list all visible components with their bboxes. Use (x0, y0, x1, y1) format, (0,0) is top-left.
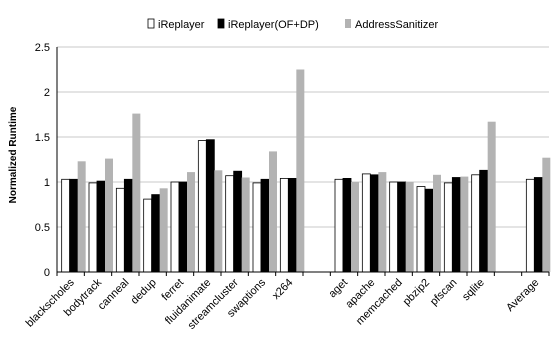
bar (542, 157, 551, 272)
bar (115, 187, 125, 273)
bar (151, 194, 161, 273)
bar (389, 181, 399, 273)
bar (105, 158, 113, 272)
legend-label: AddressSanitizer (355, 19, 438, 31)
bar (279, 177, 289, 273)
x-tick-label: x264 (270, 277, 295, 302)
y-tick-labels: 0 0.5 1 1.5 2 2.5 (35, 42, 50, 279)
legend-label: iReplayer (158, 19, 205, 31)
legend: iReplayer iReplayer(OF+DP) AddressSanitize… (147, 18, 438, 31)
bar (287, 177, 297, 273)
bar (159, 188, 168, 272)
bar (143, 198, 153, 273)
bar (178, 181, 188, 273)
bar (123, 178, 133, 273)
bar (252, 182, 262, 273)
bar (214, 170, 223, 272)
bar (451, 177, 461, 273)
y-tick-label: 0.5 (35, 222, 50, 234)
bar (88, 182, 98, 273)
bar (96, 180, 106, 273)
bar (69, 178, 79, 273)
bar (487, 121, 496, 272)
y-tick-label: 0 (44, 267, 50, 279)
x-tick-label: aget (326, 277, 350, 301)
x-tick-label: Average (504, 277, 541, 314)
y-tick-label: 1 (44, 177, 50, 189)
legend-swatch (345, 19, 351, 28)
y-axis-label: Normalized Runtime (8, 106, 19, 203)
bar (187, 172, 195, 272)
legend-swatch (217, 18, 225, 29)
axes (56, 47, 550, 276)
bar (369, 174, 379, 273)
bar (533, 177, 543, 273)
y-tick-label: 2.5 (35, 42, 50, 54)
x-tick-label: sqlite (460, 277, 487, 304)
bar (443, 182, 453, 273)
x-tick-label: canneal (96, 277, 132, 313)
bar (296, 69, 305, 272)
bar (334, 178, 344, 273)
bar (342, 177, 352, 273)
bar (197, 140, 207, 273)
bar (525, 178, 535, 273)
bar (205, 139, 215, 273)
x-tick-label: dedup (129, 277, 159, 307)
bar (378, 172, 387, 272)
y-tick-label: 1.5 (35, 132, 50, 144)
legend-label: iReplayer(OF+DP) (228, 19, 319, 31)
bar (225, 175, 235, 273)
bar (397, 181, 407, 273)
x-tick-label: pfscan (428, 277, 459, 308)
bar (170, 181, 180, 273)
bar (424, 188, 434, 273)
bar (351, 182, 359, 272)
bar (132, 113, 141, 272)
bar (361, 173, 371, 273)
bar (61, 178, 71, 273)
bar (241, 177, 250, 272)
legend-swatch (147, 18, 155, 29)
bar (260, 178, 270, 273)
y-tick-label: 2 (44, 87, 50, 99)
bar (77, 161, 86, 272)
bar (405, 182, 414, 272)
x-tick-label: pbzip2 (401, 277, 432, 308)
bar (460, 176, 469, 272)
bar (416, 186, 426, 273)
bar (433, 174, 441, 272)
bar (471, 174, 481, 273)
bar (233, 170, 243, 273)
bar (269, 151, 277, 272)
bars (61, 69, 551, 273)
bar (479, 169, 489, 273)
